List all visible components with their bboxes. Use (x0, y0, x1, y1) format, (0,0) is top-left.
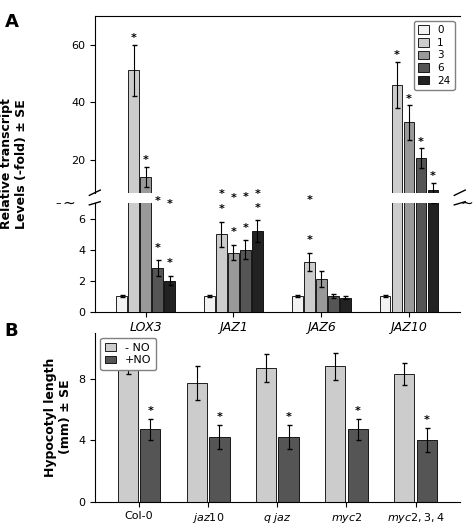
Bar (140, 429, 160, 502)
Text: *: * (131, 33, 137, 43)
Legend: - NO, +NO: - NO, +NO (100, 338, 156, 370)
Text: *: * (243, 193, 248, 203)
Text: *: * (306, 235, 312, 245)
Text: *: * (230, 227, 237, 237)
Bar (210, 437, 229, 502)
Text: B: B (5, 322, 18, 340)
Bar (116, 296, 127, 312)
Bar (128, 0, 139, 312)
Text: A: A (5, 13, 18, 31)
Text: *: * (155, 196, 161, 206)
Bar (304, 208, 315, 217)
Text: –: – (55, 199, 61, 208)
Bar (304, 262, 315, 312)
Bar (428, 190, 438, 217)
Text: *: * (230, 193, 237, 203)
Bar (340, 298, 351, 312)
Text: *: * (430, 171, 436, 181)
Text: *: * (143, 155, 148, 165)
Text: *: * (167, 258, 173, 268)
Bar (325, 366, 345, 502)
Text: *: * (286, 412, 292, 422)
Bar (392, 85, 402, 217)
Bar (316, 279, 327, 312)
Bar (204, 214, 215, 217)
Text: *: * (217, 412, 222, 422)
Legend: 0, 1, 3, 6, 24: 0, 1, 3, 6, 24 (414, 21, 455, 90)
Text: *: * (406, 93, 412, 103)
Bar (403, 0, 414, 312)
Text: *: * (219, 189, 224, 199)
Bar (340, 214, 351, 217)
Bar (292, 214, 302, 217)
Text: *: * (255, 188, 260, 199)
Bar (403, 122, 414, 217)
Bar (140, 95, 151, 312)
Bar (347, 429, 368, 502)
Bar (256, 368, 276, 502)
Bar (252, 202, 263, 217)
Text: *: * (394, 50, 400, 60)
Bar (216, 203, 227, 217)
Bar (164, 280, 175, 312)
Text: *: * (418, 137, 424, 147)
Bar (116, 214, 127, 217)
Bar (252, 231, 263, 312)
Bar (417, 440, 437, 502)
Bar (394, 374, 414, 502)
Y-axis label: Hypocotyl length
(mm) ± SE: Hypocotyl length (mm) ± SE (45, 357, 73, 477)
Bar (164, 211, 175, 217)
Bar (228, 253, 239, 312)
Bar (216, 234, 227, 312)
Bar (292, 296, 302, 312)
Text: *: * (355, 406, 361, 416)
Text: *: * (424, 415, 430, 425)
Bar (187, 383, 207, 502)
Bar (228, 206, 239, 217)
Bar (128, 70, 139, 217)
Text: ∼: ∼ (63, 196, 76, 211)
Bar (416, 0, 427, 312)
Bar (316, 211, 327, 217)
Bar (392, 0, 402, 312)
Text: *: * (255, 203, 260, 213)
Text: Relative transcript
Levels (-fold) ± SE: Relative transcript Levels (-fold) ± SE (0, 98, 28, 229)
Text: *: * (147, 406, 153, 416)
Text: *: * (155, 243, 161, 253)
Bar (278, 437, 299, 502)
Bar (204, 296, 215, 312)
Text: *: * (219, 204, 224, 214)
Bar (416, 158, 427, 217)
Text: *: * (306, 195, 312, 205)
Bar (240, 206, 251, 217)
Text: *: * (167, 199, 173, 209)
Text: *: * (143, 23, 148, 33)
Bar (328, 296, 338, 312)
Bar (152, 268, 163, 312)
Text: ∼: ∼ (461, 196, 474, 211)
Bar (240, 250, 251, 312)
Bar (118, 363, 138, 502)
Bar (328, 214, 338, 217)
Bar (380, 296, 391, 312)
Bar (140, 177, 151, 217)
Text: *: * (430, 108, 436, 118)
Bar (428, 165, 438, 312)
Bar (380, 214, 391, 217)
Text: *: * (243, 223, 248, 233)
Bar (152, 209, 163, 217)
